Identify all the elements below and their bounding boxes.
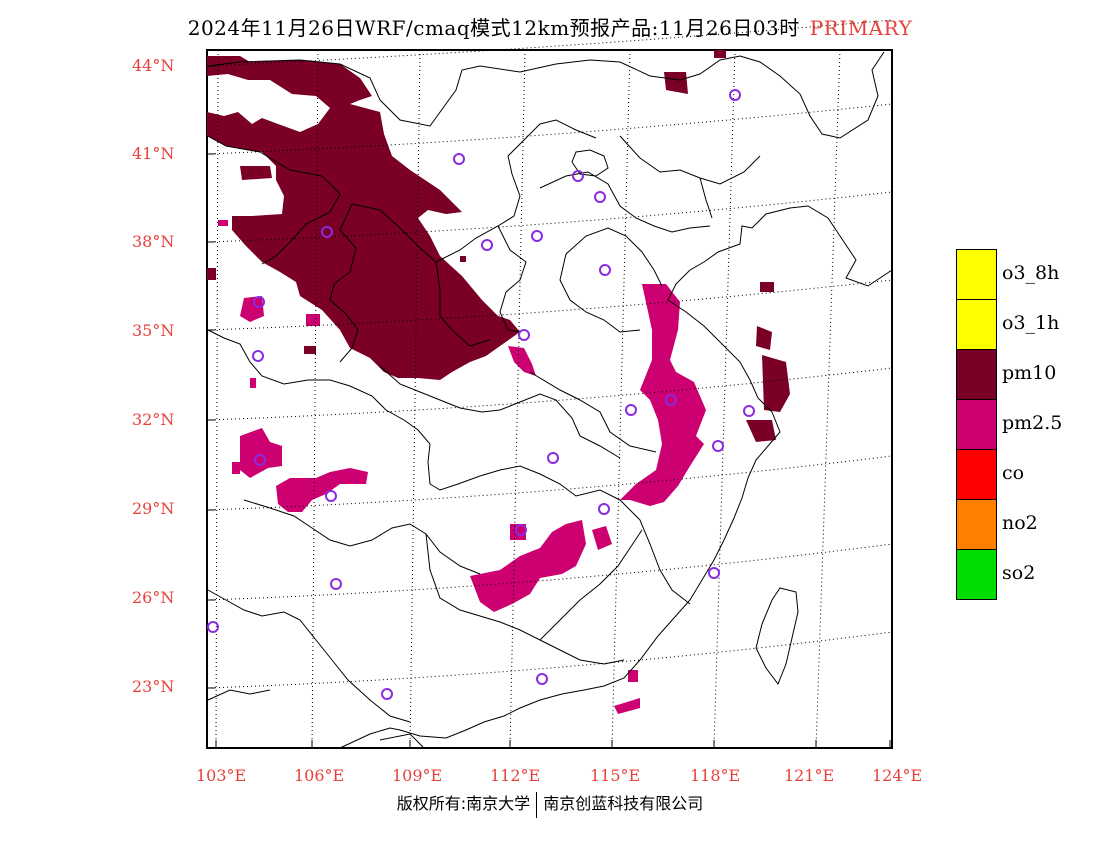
station-marker bbox=[321, 226, 333, 238]
legend-swatch bbox=[956, 349, 997, 400]
legend-label: pm10 bbox=[1002, 362, 1057, 384]
lat-label-41: 41°N bbox=[132, 144, 175, 163]
lon-label-124: 124°E bbox=[872, 766, 923, 785]
station-marker bbox=[594, 191, 606, 203]
station-marker bbox=[325, 490, 337, 502]
legend-swatch bbox=[956, 299, 997, 350]
boundaries bbox=[207, 51, 893, 749]
lat-label-32: 32°N bbox=[132, 410, 175, 429]
station-marker bbox=[665, 394, 677, 406]
lon-label-103: 103°E bbox=[196, 766, 247, 785]
primary-tag: PRIMARY bbox=[809, 16, 913, 40]
legend-swatch bbox=[956, 499, 997, 550]
station-marker bbox=[254, 454, 266, 466]
copyright-footer: 版权所有:南京大学 南京创蓝科技有限公司 bbox=[0, 790, 1100, 818]
lon-label-109: 109°E bbox=[392, 766, 443, 785]
station-marker bbox=[598, 503, 610, 515]
station-marker bbox=[252, 350, 264, 362]
station-marker bbox=[253, 296, 265, 308]
lon-label-121: 121°E bbox=[784, 766, 835, 785]
title-text: 2024年11月26日WRF/cmaq模式12km预报产品:11月26日03时 bbox=[187, 16, 800, 40]
lat-label-23: 23°N bbox=[132, 677, 175, 696]
pm10-region bbox=[207, 50, 790, 442]
map-title: 2024年11月26日WRF/cmaq模式12km预报产品:11月26日03时 P… bbox=[0, 12, 1100, 41]
pm25-region bbox=[218, 220, 706, 714]
lat-label-26: 26°N bbox=[132, 588, 175, 607]
lon-label-112: 112°E bbox=[490, 766, 541, 785]
station-marker bbox=[547, 452, 559, 464]
station-marker bbox=[712, 440, 724, 452]
copyright-right: 南京创蓝科技有限公司 bbox=[543, 794, 704, 813]
station-marker bbox=[729, 89, 741, 101]
station-marker bbox=[330, 578, 342, 590]
station-marker bbox=[381, 688, 393, 700]
station-marker bbox=[572, 170, 584, 182]
station-marker bbox=[743, 405, 755, 417]
legend-swatch bbox=[956, 249, 997, 300]
copyright-left: 版权所有:南京大学 bbox=[396, 794, 531, 813]
coastline bbox=[339, 205, 893, 749]
station-marker bbox=[453, 153, 465, 165]
frame-ticks bbox=[207, 65, 891, 748]
station-marker bbox=[536, 673, 548, 685]
lat-label-44: 44°N bbox=[132, 56, 175, 75]
station-marker bbox=[531, 230, 543, 242]
lon-label-106: 106°E bbox=[294, 766, 345, 785]
station-marker bbox=[708, 567, 720, 579]
lat-label-38: 38°N bbox=[132, 232, 175, 251]
station-markers bbox=[207, 89, 755, 700]
station-marker bbox=[599, 264, 611, 276]
legend-label: o3_1h bbox=[1002, 312, 1060, 334]
graticule bbox=[206, 19, 893, 749]
station-marker bbox=[518, 329, 530, 341]
legend-swatch bbox=[956, 449, 997, 500]
lon-label-118: 118°E bbox=[690, 766, 741, 785]
legend-label: no2 bbox=[1002, 512, 1038, 534]
station-marker bbox=[515, 524, 527, 536]
legend-label: so2 bbox=[1002, 562, 1036, 584]
lat-label-29: 29°N bbox=[132, 499, 175, 518]
station-marker bbox=[481, 239, 493, 251]
legend-swatch bbox=[956, 399, 997, 450]
hainan bbox=[379, 733, 425, 749]
station-marker bbox=[625, 404, 637, 416]
legend-label: o3_8h bbox=[1002, 262, 1060, 284]
lat-label-35: 35°N bbox=[132, 321, 175, 340]
station-marker bbox=[207, 621, 219, 633]
legend-label: pm2.5 bbox=[1002, 412, 1063, 434]
legend-swatch bbox=[956, 549, 997, 600]
taiwan bbox=[755, 587, 799, 686]
lon-label-115: 115°E bbox=[590, 766, 641, 785]
footer-divider bbox=[536, 791, 538, 818]
legend-label: co bbox=[1002, 462, 1025, 484]
